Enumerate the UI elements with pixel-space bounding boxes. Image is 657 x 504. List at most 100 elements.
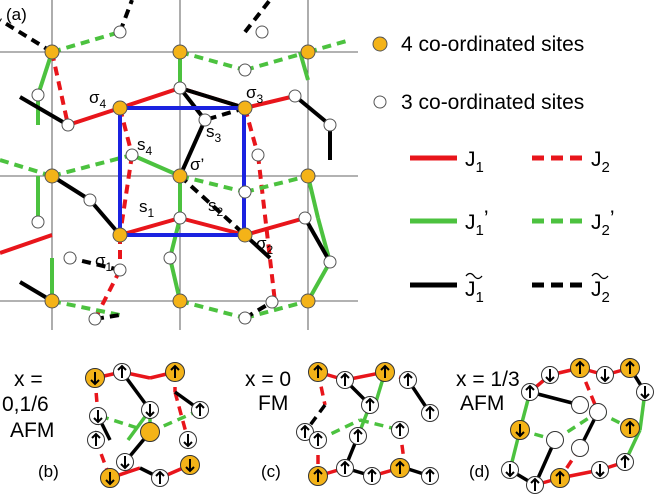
down-arrow-icon [515, 424, 525, 438]
unit-cell [118, 106, 246, 237]
up-arrow-icon [313, 432, 323, 446]
four-coordinated-site [44, 168, 60, 184]
up-arrow-icon [340, 460, 350, 474]
config-c-line2: FM [258, 392, 288, 415]
bond [119, 216, 181, 237]
bond [149, 408, 201, 434]
legend-J1-label: J1 [465, 148, 484, 176]
three-coordinated-site [173, 211, 187, 225]
up-arrow-icon [367, 468, 377, 482]
three-coordinated-site [288, 89, 302, 103]
bond [0, 18, 54, 54]
up-arrow-icon [195, 402, 205, 416]
bond [173, 391, 190, 441]
down-arrow-icon [90, 372, 100, 386]
bond [99, 414, 151, 434]
four-coordinated-site [44, 293, 60, 309]
bond [298, 51, 310, 81]
config-b-line3: AFM [10, 419, 54, 442]
sites-panel-a [31, 25, 337, 326]
sigma2-label: σ2 [256, 234, 274, 257]
legend-four-coord-label: 4 co-ordinated sites [401, 33, 584, 56]
up-arrow-icon [575, 360, 585, 374]
three-coordinated-site [238, 185, 252, 199]
down-arrow-icon [183, 434, 193, 448]
up-arrow-icon [530, 477, 540, 491]
up-arrow-icon [117, 364, 127, 378]
up-arrow-icon [620, 454, 630, 468]
three-coordinated-site [61, 118, 75, 132]
config-b-line1: x = [14, 368, 43, 391]
bond [88, 198, 122, 237]
three-coordinated-site [323, 118, 337, 132]
legend-four-coord-marker [372, 36, 388, 52]
up-arrow-icon [353, 428, 363, 442]
down-arrow-icon [545, 369, 555, 383]
up-arrow-icon [395, 422, 405, 436]
s1-label: s1 [139, 197, 155, 220]
four-coordinated-site [172, 293, 188, 309]
legend-J2p-label: J2’ [591, 207, 615, 239]
up-arrow-icon [340, 372, 350, 386]
down-arrow-icon [145, 404, 155, 418]
up-arrow-icon [555, 470, 565, 484]
bond [178, 86, 207, 122]
three-coordinated-site [113, 25, 127, 39]
bond [256, 154, 277, 303]
three-coordinated-site [571, 439, 589, 457]
config-b-line2: 0,1/6 [2, 393, 49, 416]
three-coordinated-site [251, 148, 265, 162]
up-arrow-icon [403, 372, 413, 386]
three-coordinated-site [31, 215, 45, 229]
up-arrow-icon [425, 405, 435, 419]
bond [179, 299, 246, 320]
sigma1-label: σ1 [95, 251, 113, 274]
up-arrow-icon [395, 460, 405, 474]
s2-label: s2 [208, 196, 224, 219]
up-arrow-icon [525, 384, 535, 398]
down-arrow-icon [93, 410, 103, 424]
three-coordinated-site [546, 431, 564, 449]
bond [243, 107, 260, 156]
legend-J2t-label: J2 [591, 278, 610, 306]
bond [244, 174, 309, 194]
legend-J1t-label: J1 [465, 278, 484, 306]
up-arrow-icon [300, 424, 310, 438]
config-d-line1: x = 1/3 [456, 368, 520, 391]
bond [244, 299, 309, 320]
up-arrow-icon [313, 468, 323, 482]
bond [244, 216, 306, 237]
three-coordinated-site [63, 251, 77, 265]
up-arrow-icon [365, 397, 375, 411]
s4-label: s4 [137, 135, 153, 158]
three-coordinated-site [163, 251, 177, 265]
up-arrow-icon [170, 364, 180, 378]
bond [179, 174, 246, 194]
sigma-prime-label: σ’ [190, 155, 204, 174]
bond [131, 153, 181, 178]
bond [51, 299, 121, 317]
down-arrow-icon [505, 464, 515, 478]
up-arrow-icon [313, 364, 323, 378]
down-arrow-icon [640, 386, 650, 400]
config-c-line1: x = 0 [245, 368, 291, 391]
bond [18, 95, 70, 127]
panel-label-d: (d) [469, 462, 490, 481]
config-d-line2: AFM [460, 392, 504, 415]
legend-J2-label: J2 [591, 148, 610, 176]
bond [0, 233, 53, 255]
legend-three-coord-label: 3 co-ordinated sites [401, 91, 584, 114]
up-arrow-icon [380, 364, 390, 378]
legend-three-coord-marker [373, 95, 387, 109]
three-coordinated-site [113, 263, 127, 277]
panel-label-b: (b) [38, 462, 59, 481]
three-coordinated-site [31, 88, 45, 102]
three-coordinated-site [83, 193, 97, 207]
bond [50, 51, 70, 126]
four-coordinated-site [44, 44, 60, 60]
four-coordinated-site [300, 44, 316, 60]
bond [36, 51, 54, 96]
bond [244, 50, 309, 72]
four-coordinated-site [112, 227, 128, 243]
down-arrow-icon [185, 459, 195, 473]
